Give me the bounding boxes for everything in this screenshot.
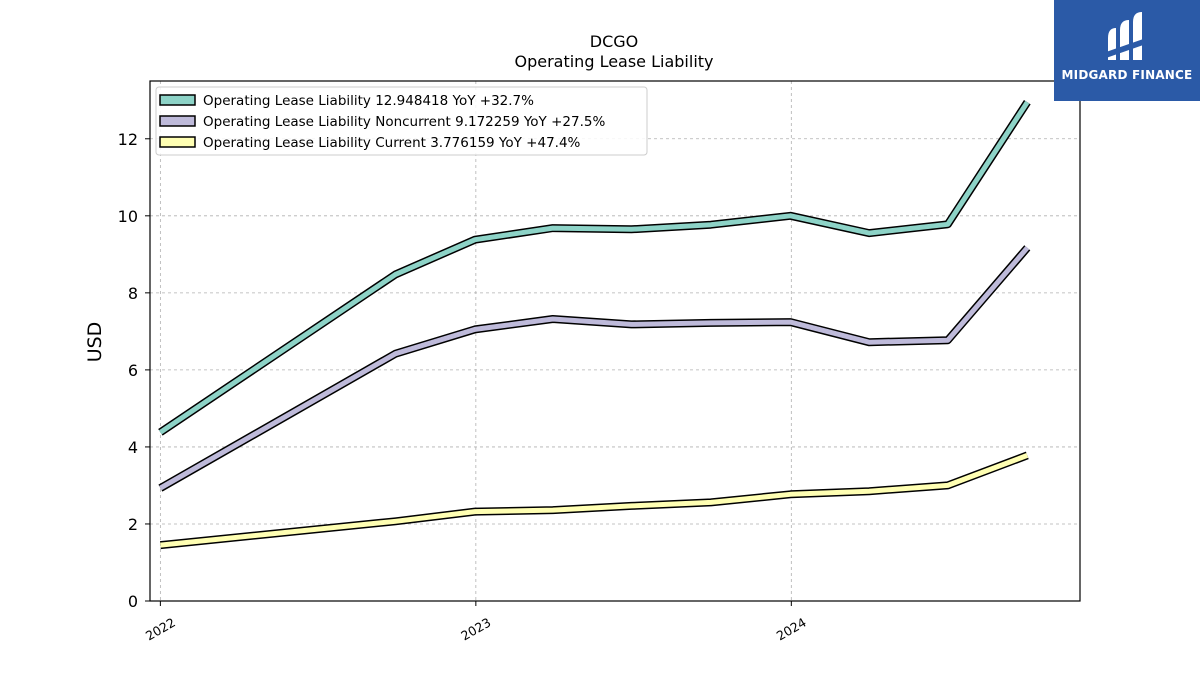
series-2 <box>158 245 1031 492</box>
y-tick-label: 6 <box>128 361 138 380</box>
legend: Operating Lease Liability 12.948418 YoY … <box>155 86 648 156</box>
logo-mark-icon <box>1106 12 1146 60</box>
legend-swatch <box>159 136 196 148</box>
y-tick-label: 0 <box>128 592 138 611</box>
x-tick-label: 2024 <box>774 615 809 644</box>
y-tick-label: 12 <box>118 130 138 149</box>
series-layer <box>158 100 1031 550</box>
x-tick-label: 2023 <box>458 615 493 644</box>
y-axis-label: USD <box>84 322 106 363</box>
plot-frame <box>149 80 1081 602</box>
series-1 <box>158 100 1031 436</box>
legend-swatch <box>159 115 196 127</box>
brand-logo: MIDGARD FINANCE <box>1054 0 1200 101</box>
x-axis: 2022 2023 2024 <box>143 601 809 644</box>
legend-entry: Operating Lease Liability Noncurrent 9.1… <box>203 114 605 130</box>
y-tick-label: 4 <box>128 438 138 457</box>
y-tick-label: 8 <box>128 284 138 303</box>
y-axis: 0 2 4 6 8 10 12 <box>118 130 150 611</box>
legend-box <box>155 86 648 156</box>
logo-text: MIDGARD FINANCE <box>1061 68 1193 82</box>
chart-subtitle: Operating Lease Liability <box>514 52 713 71</box>
series-3 <box>159 451 1029 550</box>
series-line <box>159 100 1030 435</box>
y-tick-label: 10 <box>118 207 138 226</box>
legend-entry: Operating Lease Liability Current 3.7761… <box>203 135 581 151</box>
x-tick-label: 2022 <box>143 615 178 644</box>
chart-title: DCGO <box>590 32 638 51</box>
series-line <box>159 246 1030 491</box>
y-tick-label: 2 <box>128 515 138 534</box>
series-line <box>160 453 1029 548</box>
legend-entry: Operating Lease Liability 12.948418 YoY … <box>203 93 534 109</box>
series-line-outline <box>158 245 1031 492</box>
legend-swatch <box>159 94 196 106</box>
